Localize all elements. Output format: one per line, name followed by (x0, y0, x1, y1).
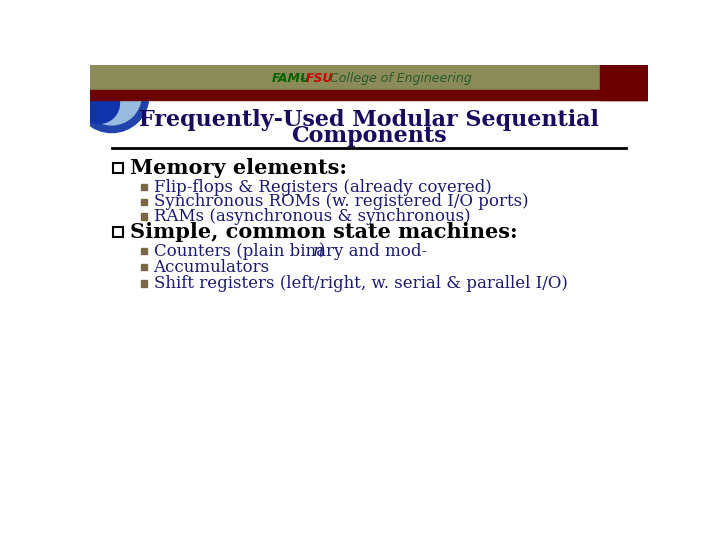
Text: Counters (plain binary and mod-: Counters (plain binary and mod- (153, 242, 427, 260)
Bar (600, 65, 648, 100)
Bar (113, 227, 123, 237)
Bar (141, 184, 148, 190)
Bar (90, 90, 648, 100)
Bar (141, 280, 148, 287)
Text: ): ) (319, 242, 325, 260)
Text: n: n (313, 242, 324, 260)
Text: FAMU: FAMU (271, 72, 310, 85)
Bar (141, 199, 148, 205)
Text: Synchronous ROMs (w. registered I/O ports): Synchronous ROMs (w. registered I/O port… (153, 193, 528, 211)
Bar (141, 248, 148, 254)
Circle shape (74, 59, 149, 132)
Text: Components: Components (291, 125, 447, 147)
Text: Frequently-Used Modular Sequential: Frequently-Used Modular Sequential (139, 109, 599, 131)
Text: -: - (301, 72, 305, 85)
Text: RAMs (asynchronous & synchronous): RAMs (asynchronous & synchronous) (153, 208, 470, 225)
Circle shape (79, 83, 120, 123)
Text: College of Engineering: College of Engineering (326, 72, 472, 85)
Text: Shift registers (left/right, w. serial & parallel I/O): Shift registers (left/right, w. serial &… (153, 275, 567, 292)
Bar (141, 213, 148, 220)
Text: Simple, common state machines:: Simple, common state machines: (130, 222, 518, 242)
Text: FSU: FSU (306, 72, 334, 85)
Bar (141, 264, 148, 271)
Bar (113, 164, 123, 173)
Text: Flip-flops & Registers (already covered): Flip-flops & Registers (already covered) (153, 179, 491, 195)
Circle shape (82, 66, 141, 125)
Text: Accumulators: Accumulators (153, 259, 270, 276)
Text: Memory elements:: Memory elements: (130, 158, 347, 178)
Bar (90, 65, 648, 91)
